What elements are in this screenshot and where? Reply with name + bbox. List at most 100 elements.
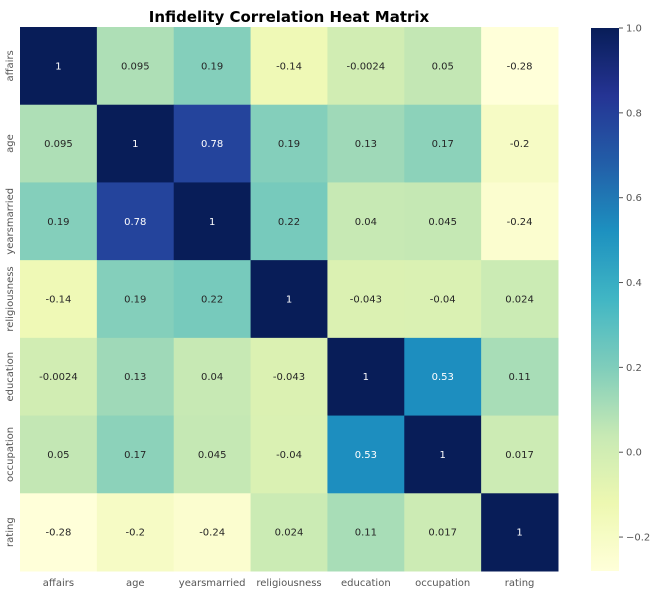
- colorbar-tick-label: 0.4: [626, 278, 642, 289]
- x-tick-label: rating: [505, 578, 535, 589]
- heatmap-cell: [20, 260, 98, 339]
- cell-value-label: 0.024: [275, 528, 304, 539]
- cell-value-label: 0.11: [355, 528, 377, 539]
- cell-value-label: 0.78: [201, 139, 223, 150]
- cell-value-label: 1: [516, 528, 522, 539]
- colorbar-tick-label: 0.2: [626, 363, 642, 374]
- heatmap-cell: [327, 415, 405, 494]
- cell-value-label: 0.17: [432, 139, 454, 150]
- heatmap-cell: [96, 182, 175, 261]
- heatmap-cell: [96, 104, 175, 183]
- x-tick-label: age: [126, 578, 145, 589]
- cell-value-label: -0.04: [276, 450, 302, 461]
- heatmap-cell: [250, 104, 328, 183]
- cell-value-label: 0.017: [505, 450, 534, 461]
- y-tick-label: age: [5, 134, 16, 153]
- heatmap-cell: [250, 182, 328, 261]
- heatmap-cell: [20, 493, 98, 572]
- heatmap-cell: [481, 337, 559, 417]
- heatmap-cell: [327, 493, 405, 572]
- heatmap-cell: [96, 493, 175, 572]
- heatmap-cell: [404, 104, 482, 183]
- cell-value-label: 0.05: [47, 450, 69, 461]
- cell-value-label: 1: [209, 217, 215, 228]
- cell-value-label: 0.53: [432, 372, 454, 383]
- cell-value-label: -0.24: [199, 528, 225, 539]
- cell-value-label: 1: [363, 372, 369, 383]
- cell-value-label: -0.28: [507, 61, 533, 72]
- y-axis-ticks: affairs age yearsmarried religiousness educa…: [5, 50, 16, 547]
- heatmap-cell: [173, 260, 252, 339]
- y-tick-label: occupation: [5, 427, 16, 482]
- cell-value-label: 0.19: [201, 61, 223, 72]
- heatmap-cell: [20, 104, 98, 183]
- x-tick-label: religiousness: [256, 578, 321, 589]
- heatmap-cell: [173, 493, 252, 572]
- heatmap-cell: [404, 182, 482, 261]
- heatmap-cell: [481, 104, 559, 183]
- heatmap-cell: [173, 337, 252, 417]
- heatmap-cell: [327, 260, 405, 339]
- y-tick-label: affairs: [5, 50, 16, 81]
- heatmap-cell: [327, 182, 405, 261]
- colorbar-tick-label: −0.2: [626, 533, 650, 544]
- cell-value-label: 0.095: [121, 61, 150, 72]
- heatmap-cell: [481, 493, 559, 572]
- heatmap-cells: 1 0.095 0.19 -0.14 -0.0024 0.05 -0.28 0.095 1 0.7…: [20, 27, 559, 572]
- cell-value-label: 1: [440, 450, 446, 461]
- cell-value-label: -0.043: [350, 295, 382, 306]
- heatmap-cell: [404, 27, 482, 106]
- heatmap-cell: [327, 27, 405, 106]
- x-tick-label: occupation: [415, 578, 470, 589]
- heatmap-cell: [96, 415, 175, 494]
- cell-value-label: 0.13: [355, 139, 377, 150]
- x-tick-label: education: [341, 578, 391, 589]
- heatmap-cell: [20, 182, 98, 261]
- cell-value-label: 0.045: [198, 450, 227, 461]
- colorbar-tick-label: 1.0: [626, 24, 642, 35]
- heatmap-cell: [173, 27, 252, 106]
- colorbar-tick-label: 0.0: [626, 448, 642, 459]
- heatmap-cell: [250, 493, 328, 572]
- cell-value-label: 0.19: [47, 217, 69, 228]
- heatmap-cell: [250, 337, 328, 417]
- heatmap-cell: [20, 337, 98, 417]
- cell-value-label: -0.14: [45, 295, 71, 306]
- x-tick-label: affairs: [43, 578, 74, 589]
- colorbar-gradient: [591, 28, 619, 571]
- cell-value-label: 0.53: [355, 450, 377, 461]
- heatmap-cell: [404, 493, 482, 572]
- cell-value-label: 0.19: [124, 295, 146, 306]
- cell-value-label: 0.22: [201, 295, 223, 306]
- heatmap-cell: [250, 415, 328, 494]
- cell-value-label: -0.04: [430, 295, 456, 306]
- cell-value-label: 0.017: [428, 528, 457, 539]
- heatmap-cell: [481, 182, 559, 261]
- heatmap-cell: [96, 260, 175, 339]
- colorbar-tick-label: 0.6: [626, 193, 642, 204]
- heatmap-cell: [404, 260, 482, 339]
- y-tick-label: religiousness: [5, 266, 16, 331]
- cell-value-label: 0.17: [124, 450, 146, 461]
- cell-value-label: 0.19: [278, 139, 300, 150]
- colorbar-tick-label: 0.8: [626, 108, 642, 119]
- cell-value-label: -0.28: [45, 528, 71, 539]
- heatmap-cell: [20, 415, 98, 494]
- y-tick-label: education: [5, 352, 16, 402]
- heatmap-cell: [20, 27, 98, 106]
- cell-value-label: 0.024: [505, 295, 534, 306]
- cell-value-label: -0.2: [126, 528, 146, 539]
- y-tick-label: rating: [5, 517, 16, 547]
- heatmap-cell: [327, 104, 405, 183]
- y-tick-label: yearsmarried: [5, 188, 16, 255]
- x-tick-label: yearsmarried: [179, 578, 246, 589]
- cell-value-label: 0.22: [278, 217, 300, 228]
- heatmap-cell: [327, 337, 405, 417]
- heatmap-cell: [96, 27, 175, 106]
- chart-title: Infidelity Correlation Heat Matrix: [149, 8, 430, 26]
- cell-value-label: 0.095: [44, 139, 73, 150]
- heatmap-cell: [250, 260, 328, 339]
- cell-value-label: -0.0024: [39, 372, 78, 383]
- cell-value-label: -0.0024: [347, 61, 386, 72]
